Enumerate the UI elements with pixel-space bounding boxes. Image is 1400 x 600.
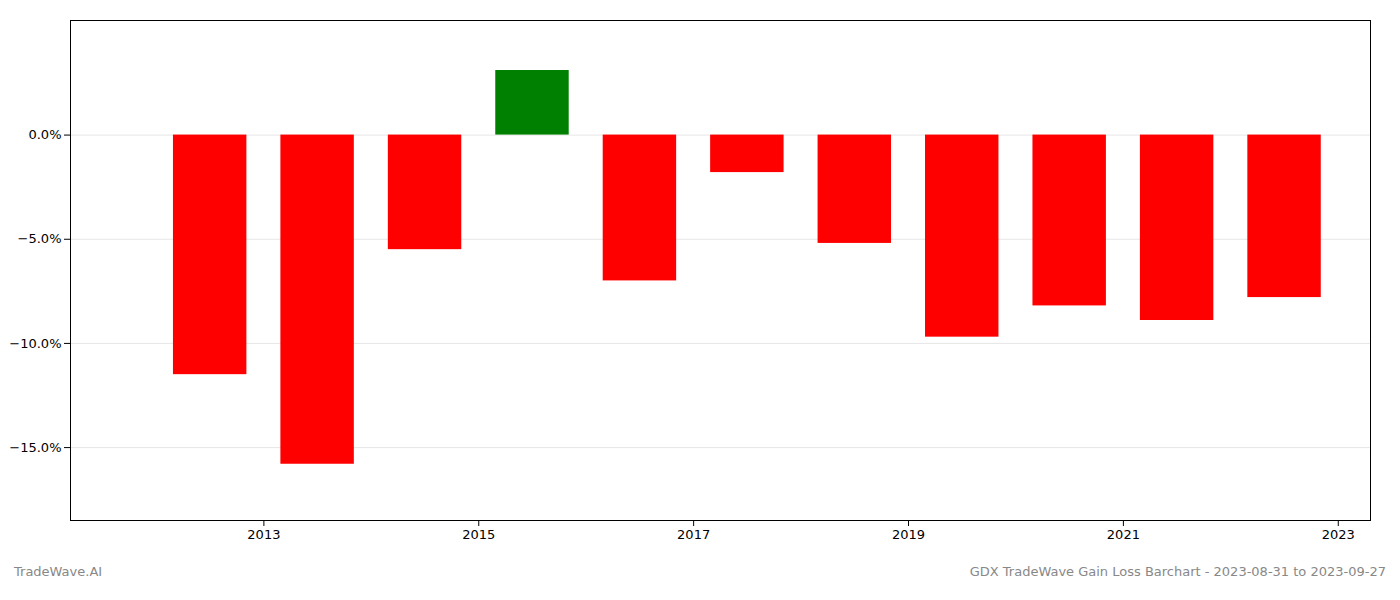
svg-text:2017: 2017 — [677, 527, 710, 542]
html-text:GDX TradeWave Gain Loss Barcha: GDX TradeWave Gain Loss Barchart - 2023-… — [969, 564, 1386, 579]
svg-text:0.0%: 0.0% — [28, 127, 61, 142]
svg-text:−10.0%: −10.0% — [9, 336, 61, 351]
svg-text:−5.0%: −5.0% — [18, 231, 62, 246]
html-text:TradeWave.AI: TradeWave.AI — [14, 564, 103, 579]
svg-text:2023: 2023 — [1322, 527, 1355, 542]
svg-text:2021: 2021 — [1107, 527, 1140, 542]
svg-text:2019: 2019 — [892, 527, 925, 542]
svg-text:2013: 2013 — [247, 527, 280, 542]
svg-text:2015: 2015 — [462, 527, 495, 542]
svg-text:−15.0%: −15.0% — [9, 440, 61, 455]
